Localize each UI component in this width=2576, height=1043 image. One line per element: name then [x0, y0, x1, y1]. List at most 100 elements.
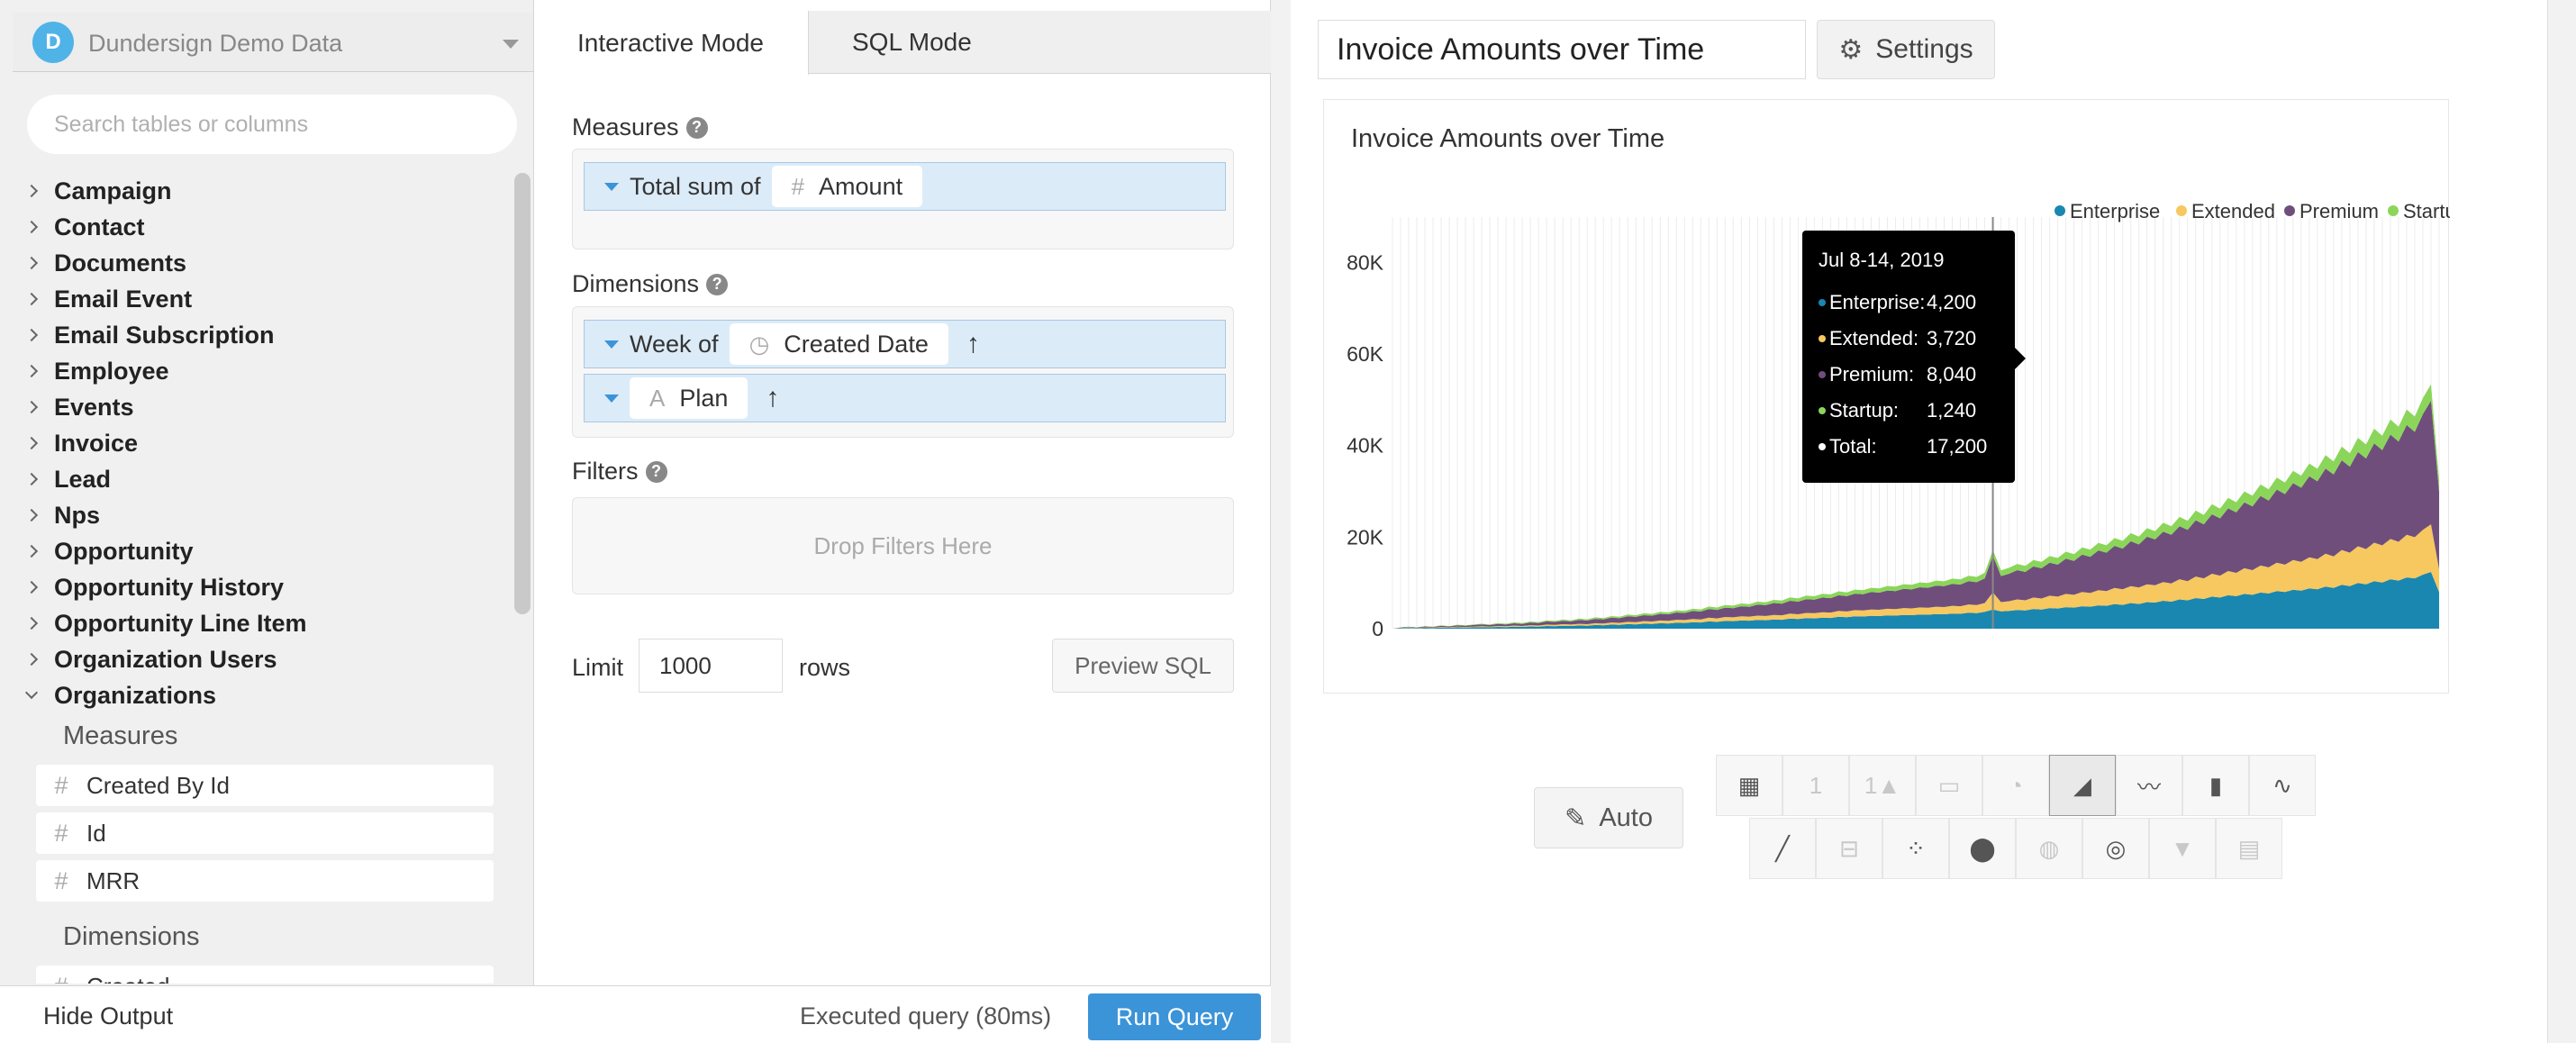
viz-scatter-button[interactable]: ⁘	[1882, 818, 1949, 879]
viz-geo-region-button[interactable]: ◍	[2016, 818, 2082, 879]
filters-dropzone[interactable]: Drop Filters Here	[572, 497, 1234, 594]
y-tick-label: 20K	[1347, 525, 1384, 549]
datasource-select[interactable]: D Dundersign Demo Data	[13, 13, 533, 72]
measures-label: Measures ?	[572, 113, 708, 141]
measure-field-chip[interactable]: # Amount	[771, 166, 923, 207]
legend-label: Extended	[2191, 200, 2275, 222]
geo-globe-icon: ◎	[2105, 834, 2127, 862]
field-item[interactable]: #Created...	[36, 966, 494, 984]
table-item[interactable]: Organizations	[0, 677, 513, 713]
schema-scrollbar[interactable]	[514, 173, 531, 614]
dimension-pill[interactable]: A Plan ↑	[584, 374, 1226, 422]
chevron-down-icon[interactable]	[24, 685, 39, 700]
y-tick-label: 60K	[1347, 342, 1384, 366]
output-panel: Invoice Amounts over Time ⚙ Settings Inv…	[1291, 0, 2547, 1043]
limit-input[interactable]: 1000	[639, 639, 783, 693]
viz-sparkline-button[interactable]: ∿	[2249, 755, 2316, 816]
viz-combo-button[interactable]: ╱	[1749, 818, 1816, 879]
settings-button[interactable]: ⚙ Settings	[1817, 20, 1995, 79]
viz-progress-button[interactable]: ▭	[1916, 755, 1982, 816]
viz-funnel-button[interactable]: ▼	[2149, 818, 2216, 879]
viz-geo-globe-button[interactable]: ◎	[2082, 818, 2149, 879]
clock-icon: ◷	[748, 330, 770, 358]
chevron-right-icon[interactable]	[24, 472, 39, 486]
help-icon[interactable]: ?	[706, 273, 729, 295]
table-item[interactable]: Employee	[0, 353, 513, 389]
caret-down-icon[interactable]	[604, 340, 619, 349]
table-item[interactable]: Organization Users	[0, 641, 513, 677]
viz-box-plot-button[interactable]: ⊟	[1816, 818, 1882, 879]
dimension-pill[interactable]: Week of ◷ Created Date ↑	[584, 320, 1226, 368]
dimensions-dropzone[interactable]: Week of ◷ Created Date ↑ A Plan ↑	[572, 306, 1234, 438]
chevron-right-icon[interactable]	[24, 256, 39, 270]
tooltip-series-value: 3,720	[1927, 327, 1977, 349]
table-item[interactable]: Nps	[0, 497, 513, 533]
viz-area-button[interactable]: ◢	[2049, 755, 2116, 816]
table-item[interactable]: Opportunity	[0, 533, 513, 569]
legend-label: Startup	[2403, 200, 2450, 222]
caret-down-icon[interactable]	[604, 394, 619, 403]
help-icon[interactable]: ?	[685, 116, 708, 139]
viz-bubble-button[interactable]: ⬤	[1949, 818, 2016, 879]
table-item[interactable]: Documents	[0, 245, 513, 281]
tooltip-series-name: Enterprise:	[1829, 291, 1926, 313]
search-input[interactable]	[27, 95, 517, 154]
field-item[interactable]: # Id	[36, 812, 494, 854]
chevron-right-icon[interactable]	[24, 652, 39, 667]
dimension-field-chip[interactable]: ◷ Created Date	[729, 323, 948, 365]
table-item[interactable]: Opportunity History	[0, 569, 513, 605]
viz-trend-button[interactable]: 1▲	[1849, 755, 1916, 816]
chevron-right-icon[interactable]	[24, 436, 39, 450]
table-item[interactable]: Invoice	[0, 425, 513, 461]
run-query-button[interactable]: Run Query	[1088, 993, 1261, 1040]
viz-pivot-button[interactable]: ▤	[2216, 818, 2282, 879]
chevron-right-icon[interactable]	[24, 400, 39, 414]
sort-ascending-icon[interactable]: ↑	[966, 329, 980, 358]
chevron-right-icon[interactable]	[24, 328, 39, 342]
chevron-right-icon[interactable]	[24, 544, 39, 558]
pivot-icon: ▤	[2237, 834, 2261, 862]
caret-down-icon[interactable]	[604, 182, 619, 191]
chevron-right-icon[interactable]	[24, 616, 39, 630]
chart-title-input[interactable]: Invoice Amounts over Time	[1318, 20, 1806, 79]
hide-output-link[interactable]: Hide Output	[43, 1002, 174, 1029]
chevron-down-icon	[503, 40, 519, 49]
field-item[interactable]: # Created By Id	[36, 765, 494, 806]
measures-dropzone[interactable]: Total sum of # Amount	[572, 149, 1234, 249]
sparkline-icon: ∿	[2272, 771, 2292, 799]
preview-sql-button[interactable]: Preview SQL	[1052, 639, 1234, 693]
chevron-right-icon[interactable]	[24, 220, 39, 234]
legend-dot-icon	[2284, 205, 2295, 216]
measure-pill[interactable]: Total sum of # Amount	[584, 162, 1226, 211]
filters-label-text: Filters	[572, 458, 639, 485]
table-item[interactable]: Email Subscription	[0, 317, 513, 353]
chevron-right-icon[interactable]	[24, 364, 39, 378]
tab-interactive-mode[interactable]: Interactive Mode	[534, 11, 809, 75]
table-item[interactable]: Contact	[0, 209, 513, 245]
sort-ascending-icon[interactable]: ↑	[766, 383, 780, 413]
table-item[interactable]: Email Event	[0, 281, 513, 317]
table-item[interactable]: Campaign	[0, 173, 513, 209]
viz-pie-button[interactable]: ◔	[1982, 755, 2049, 816]
field-item[interactable]: # MRR	[36, 860, 494, 902]
table-item[interactable]: Events	[0, 389, 513, 425]
chevron-right-icon[interactable]	[24, 292, 39, 306]
execution-status: Executed query (80ms)	[800, 1002, 1052, 1029]
chevron-right-icon[interactable]	[24, 184, 39, 198]
help-icon[interactable]: ?	[645, 460, 667, 483]
viz-bar-button[interactable]: ▮	[2182, 755, 2249, 816]
table-item[interactable]: Opportunity Line Item	[0, 605, 513, 641]
viz-table-button[interactable]: ▦	[1716, 755, 1782, 816]
settings-label: Settings	[1875, 34, 1973, 64]
chevron-right-icon[interactable]	[24, 580, 39, 594]
chevron-right-icon[interactable]	[24, 508, 39, 522]
viz-single-value-button[interactable]: 1	[1782, 755, 1849, 816]
area-series-premium	[1392, 400, 2439, 629]
tab-sql-mode[interactable]: SQL Mode	[852, 28, 972, 56]
table-item[interactable]: Lead	[0, 461, 513, 497]
query-builder: Interactive Mode SQL Mode Measures ? Tot…	[534, 0, 1271, 985]
hash-icon: #	[791, 172, 805, 200]
viz-line-button[interactable]: 〰	[2116, 755, 2182, 816]
auto-viz-button[interactable]: ✎ Auto	[1534, 787, 1683, 848]
dimension-field-chip[interactable]: A Plan	[630, 377, 748, 419]
